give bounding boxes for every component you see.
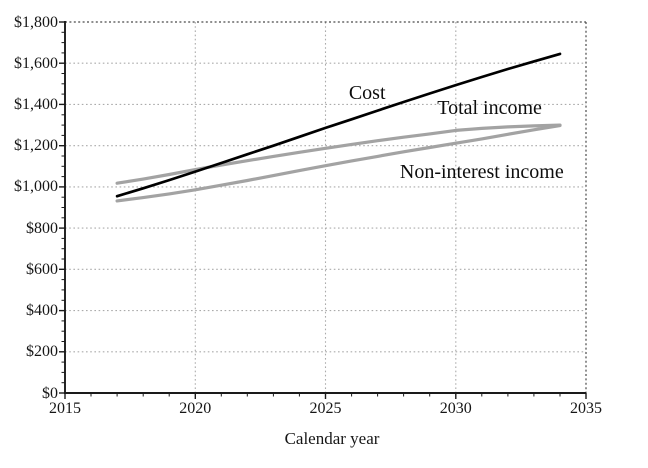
total-income-line bbox=[115, 123, 562, 185]
cost-line bbox=[115, 52, 562, 198]
x-axis-title: Calendar year bbox=[284, 429, 380, 448]
y-tick-label: $1,800 bbox=[14, 13, 58, 31]
x-tick-label: 2025 bbox=[309, 400, 342, 417]
y-tick-label: $600 bbox=[26, 260, 58, 278]
y-tick-label: $400 bbox=[26, 302, 58, 320]
series-label-non-interest-income: Non-interest income bbox=[399, 161, 564, 183]
x-tick-label: 2035 bbox=[570, 400, 602, 417]
y-tick-label: $1,200 bbox=[14, 137, 58, 155]
y-tick-label: $1,400 bbox=[14, 95, 58, 113]
y-tick-label: $200 bbox=[26, 343, 58, 361]
y-tick-label: $1,000 bbox=[14, 178, 58, 196]
x-tick-label: 2030 bbox=[439, 400, 472, 417]
series-label-cost: Cost bbox=[348, 81, 386, 104]
y-tick-label: $0 bbox=[42, 384, 58, 402]
y-tick-label: $800 bbox=[26, 219, 58, 237]
series-label-total-income: Total income bbox=[437, 96, 542, 119]
y-tick-label: $1,600 bbox=[14, 54, 58, 72]
x-tick-label: 2015 bbox=[49, 400, 81, 417]
non-interest-income-line bbox=[115, 123, 562, 203]
x-tick-label: 2020 bbox=[179, 400, 212, 417]
